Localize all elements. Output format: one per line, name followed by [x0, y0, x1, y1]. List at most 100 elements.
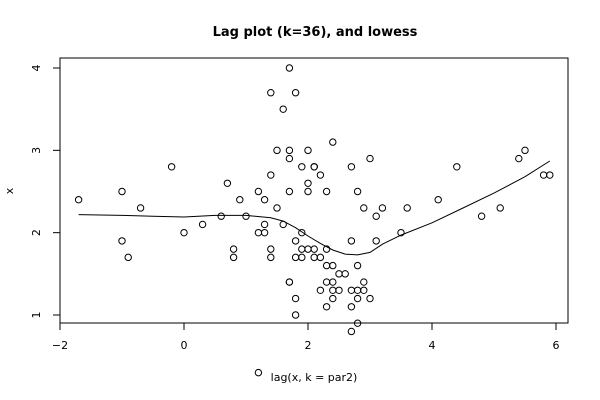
data-point [254, 368, 263, 377]
data-point [353, 294, 362, 303]
data-point [267, 253, 275, 262]
data-point [118, 237, 126, 245]
data-point [229, 245, 238, 253]
x-axis-label: lag(x, k = par2) [271, 371, 358, 384]
data-point [322, 187, 331, 196]
data-point [335, 286, 343, 294]
data-point [180, 228, 188, 237]
y-tick-label: 1 [30, 312, 43, 319]
data-point [229, 253, 238, 262]
data-point [329, 138, 337, 146]
data-point [273, 146, 281, 155]
y-axis: 1 2 3 4 [30, 65, 61, 319]
data-point [217, 212, 225, 220]
data-point [322, 261, 331, 270]
data-point [329, 261, 337, 270]
y-tick-label: 3 [30, 147, 43, 154]
data-point [304, 187, 312, 196]
data-point [353, 286, 362, 294]
data-point [347, 237, 356, 245]
data-point [360, 286, 368, 294]
y-tick-label: 4 [30, 65, 43, 72]
data-point [260, 228, 269, 237]
data-point [341, 270, 349, 278]
data-point [329, 286, 337, 294]
data-point [118, 187, 126, 196]
data-point [291, 237, 300, 245]
x-tick-label: −2 [52, 339, 68, 352]
data-point [360, 278, 368, 286]
data-point [477, 212, 486, 220]
data-point [298, 245, 306, 253]
x-tick-label: 4 [429, 339, 436, 352]
data-point [322, 278, 331, 286]
data-point [310, 163, 318, 171]
x-tick-label: 2 [305, 339, 312, 352]
chart-title: Lag plot (k=36), and lowess [213, 25, 418, 40]
data-point [279, 105, 287, 113]
data-point [267, 245, 275, 253]
data-point [223, 179, 232, 187]
data-point [378, 204, 387, 212]
data-point [347, 327, 356, 336]
data-point [329, 294, 337, 303]
data-point [285, 64, 294, 72]
data-point [539, 171, 548, 179]
data-point [304, 179, 312, 187]
data-point [434, 196, 442, 204]
data-point [304, 245, 312, 253]
data-point [167, 163, 176, 171]
data-point [254, 228, 263, 237]
lowess-line [78, 160, 551, 256]
data-point [347, 286, 356, 294]
scatter-points [74, 64, 554, 377]
data-point [298, 228, 306, 237]
data-point [74, 196, 83, 204]
data-point [353, 261, 362, 270]
data-point [515, 154, 523, 163]
data-point [322, 303, 331, 311]
data-point [347, 303, 356, 311]
data-point [316, 286, 325, 294]
x-axis: −2 0 2 4 6 [52, 322, 560, 352]
data-point [546, 171, 554, 179]
data-point [260, 196, 269, 204]
data-point [124, 253, 132, 262]
data-point [453, 163, 461, 171]
data-point [335, 270, 343, 278]
data-point [304, 146, 312, 155]
data-point [254, 187, 263, 196]
data-point [310, 245, 318, 253]
y-tick-label: 2 [30, 229, 43, 236]
data-point [322, 245, 331, 253]
data-point [316, 253, 325, 262]
x-tick-label: 6 [553, 339, 560, 352]
data-point [360, 204, 368, 212]
data-point [366, 294, 374, 303]
y-axis-label: x [3, 187, 16, 194]
data-point [136, 204, 145, 212]
data-point [291, 294, 300, 303]
data-point [267, 89, 275, 97]
data-point [298, 253, 306, 262]
data-point [291, 89, 300, 97]
data-point [298, 163, 306, 171]
data-point [496, 204, 504, 212]
data-point [372, 212, 380, 220]
data-point [285, 187, 294, 196]
data-point [372, 237, 380, 245]
data-point [347, 163, 356, 171]
data-point [310, 253, 318, 262]
data-point [236, 196, 244, 204]
data-point [329, 278, 337, 286]
data-point [285, 146, 294, 155]
x-tick-label: 0 [181, 339, 188, 352]
data-point [198, 220, 207, 229]
data-point [353, 319, 362, 327]
data-point [353, 187, 362, 196]
data-point [521, 146, 529, 155]
plot-frame [59, 57, 569, 324]
data-point [316, 171, 325, 179]
data-point [366, 154, 374, 163]
